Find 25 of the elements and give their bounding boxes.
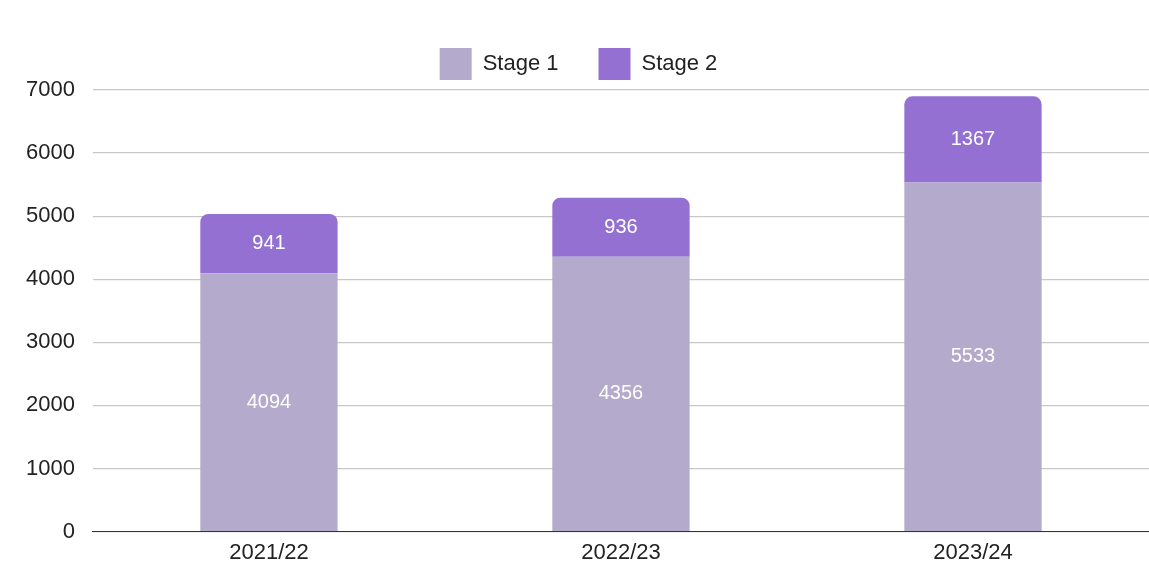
y-tick-label: 3000 — [25, 328, 75, 354]
bar — [552, 256, 690, 531]
data-label: 936 — [604, 214, 638, 237]
data-label: 4356 — [598, 381, 644, 404]
bar — [904, 96, 1042, 183]
y-tick-label: 1000 — [25, 454, 75, 480]
bar — [904, 182, 1042, 531]
y-tick-label: 4000 — [25, 265, 75, 291]
bar — [200, 273, 338, 531]
y-tick-label: 0 — [62, 517, 75, 543]
y-tick-label: 5000 — [25, 202, 75, 228]
bar — [552, 197, 690, 257]
y-tick-label: 7000 — [25, 76, 75, 102]
data-label: 5533 — [950, 344, 996, 367]
data-label: 941 — [252, 231, 286, 254]
y-tick-label: 2000 — [25, 391, 75, 417]
x-tick-label: 2023/24 — [933, 538, 1013, 564]
x-tick-label: 2022/23 — [581, 538, 661, 564]
x-tick-label: 2021/22 — [229, 538, 309, 564]
bar — [200, 213, 338, 274]
data-label: 4094 — [246, 389, 292, 412]
data-label: 1367 — [950, 126, 996, 149]
y-tick-label: 6000 — [25, 139, 75, 165]
legend-label: Stage 2 — [641, 50, 718, 76]
legend-label: Stage 1 — [482, 50, 559, 76]
